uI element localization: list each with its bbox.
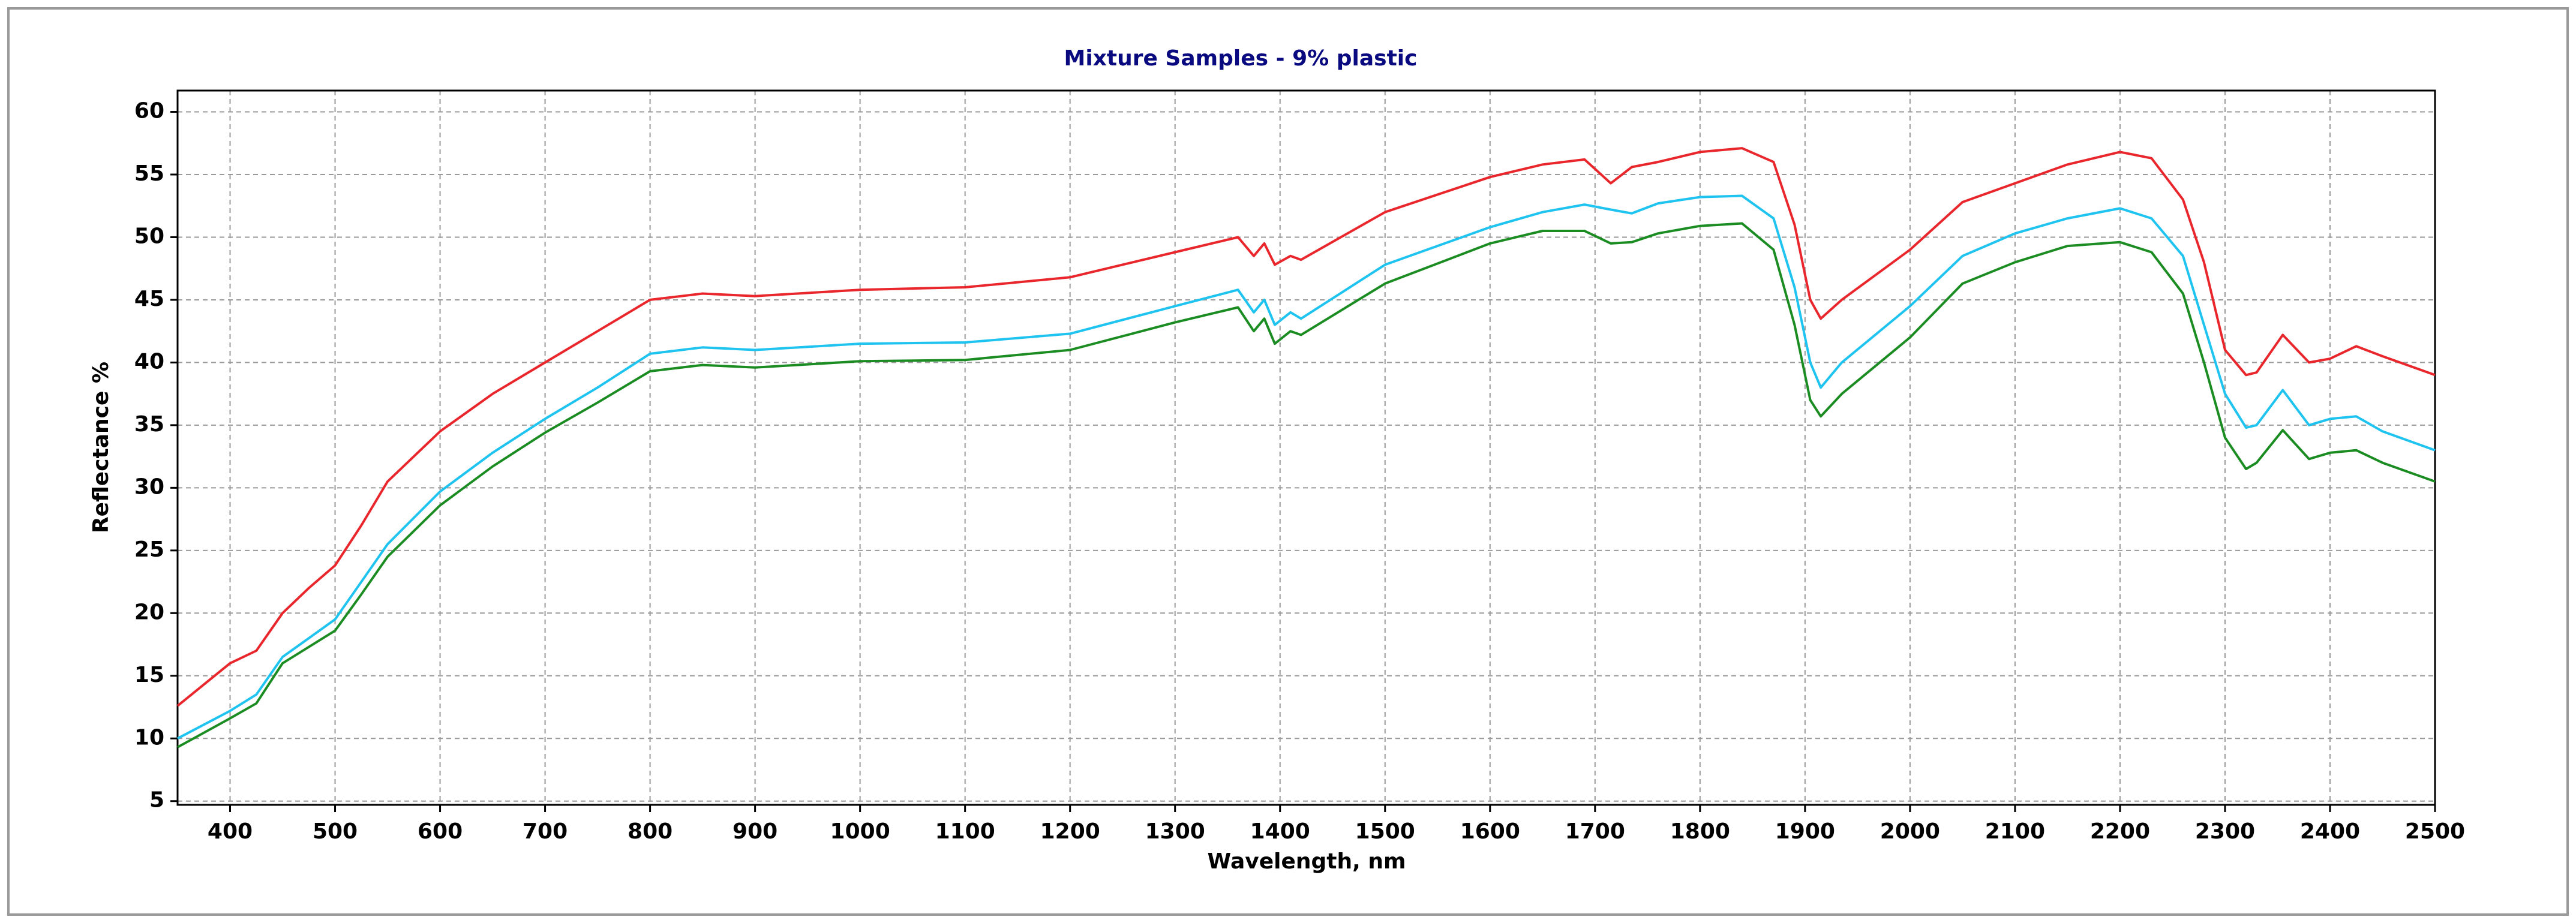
y-tick-label: 10 (134, 725, 164, 750)
y-tick-label: 50 (134, 224, 164, 248)
x-tick-label: 1500 (1355, 819, 1415, 844)
x-tick-label: 1600 (1460, 819, 1520, 844)
x-tick-label: 2300 (2195, 819, 2255, 844)
plot-area (178, 91, 2435, 805)
x-tick-label: 600 (418, 819, 463, 844)
x-tick-label: 1700 (1565, 819, 1625, 844)
x-tick-label: 1300 (1145, 819, 1205, 844)
x-tick-label: 1800 (1670, 819, 1730, 844)
x-tick-label: 2000 (1880, 819, 1940, 844)
y-tick-label: 55 (134, 161, 164, 186)
x-tick-label: 400 (208, 819, 253, 844)
x-tick-label: 2500 (2405, 819, 2465, 844)
x-tick-label: 1000 (830, 819, 890, 844)
series-line (177, 194, 2436, 740)
y-axis-label: Reflectance % (89, 362, 113, 533)
y-tick-label: 45 (134, 287, 164, 311)
y-tick-label: 20 (134, 600, 164, 624)
x-tick-label: 2400 (2300, 819, 2360, 844)
y-tick-label: 60 (134, 99, 164, 124)
chart-title: Mixture Samples - 9% plastic (1064, 46, 1418, 71)
x-tick-label: 1900 (1775, 819, 1835, 844)
y-tick-label: 25 (134, 537, 164, 562)
y-tick-label: 5 (149, 788, 164, 813)
x-tick-label: 1100 (935, 819, 995, 844)
x-tick-label: 800 (628, 819, 672, 844)
x-axis-label: Wavelength, nm (1208, 849, 1406, 874)
x-tick-label: 900 (732, 819, 777, 844)
plot-frame (176, 89, 2436, 806)
series-line (176, 147, 2436, 707)
y-tick-label: 40 (134, 349, 164, 374)
y-tick-label: 35 (134, 412, 164, 437)
x-tick-label: 500 (313, 819, 358, 844)
x-tick-label: 700 (523, 819, 568, 844)
x-tick-label: 1200 (1040, 819, 1100, 844)
x-tick-label: 2200 (2090, 819, 2150, 844)
series-line (177, 222, 2436, 748)
x-tick-label: 1400 (1250, 819, 1310, 844)
x-tick-label: 2100 (1985, 819, 2045, 844)
y-tick-label: 30 (134, 474, 164, 499)
y-tick-label: 15 (134, 663, 164, 687)
